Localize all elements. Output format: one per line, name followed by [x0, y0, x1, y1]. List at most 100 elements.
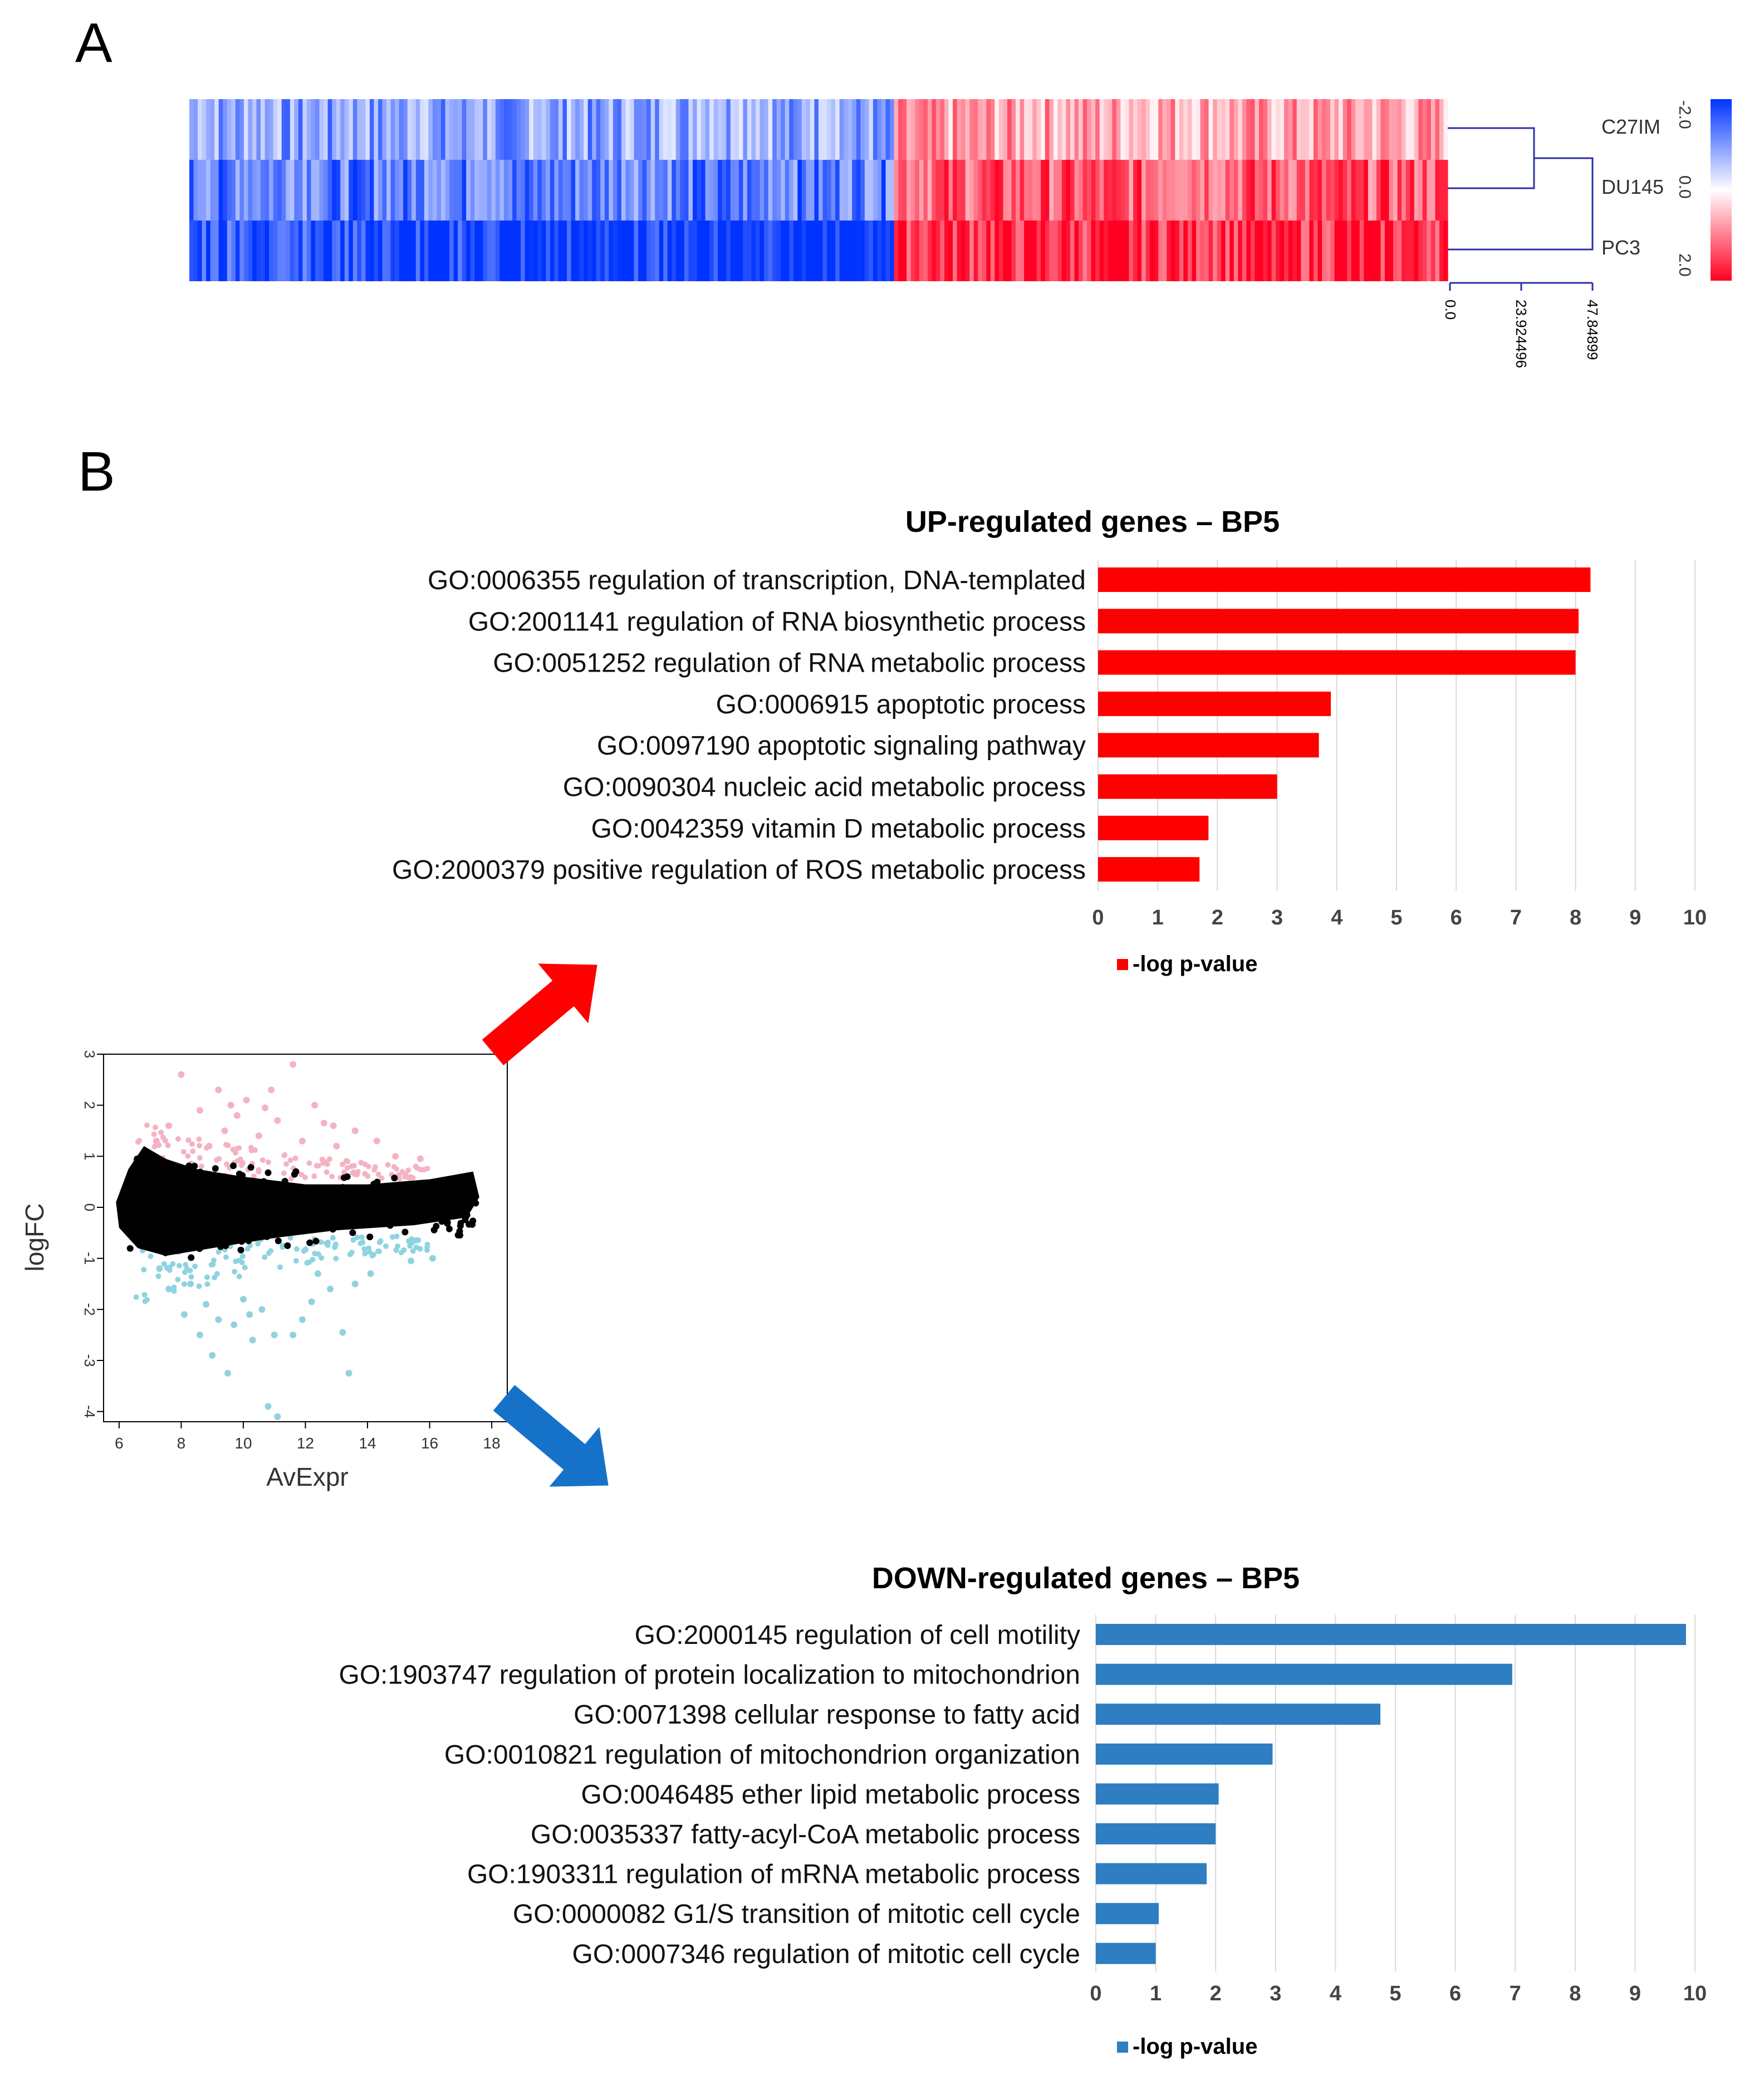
ma-point-down	[271, 1332, 278, 1339]
heatmap-cell	[734, 221, 739, 281]
ma-point-up	[281, 1152, 287, 1158]
heatmap-cell	[587, 221, 592, 281]
ma-point-ns	[145, 1217, 153, 1224]
heatmap-cell	[546, 99, 551, 160]
heatmap-cell	[1430, 160, 1435, 221]
heatmap-cell	[332, 221, 337, 281]
heatmap-cell	[1292, 221, 1297, 281]
heatmap-cell	[437, 221, 442, 281]
ma-point-up	[333, 1143, 340, 1149]
x-tick-label: 6	[1451, 906, 1462, 929]
heatmap-cell	[944, 99, 949, 160]
ma-point-down	[398, 1250, 404, 1256]
heatmap-cell	[1170, 160, 1175, 221]
heatmap-cell	[856, 99, 861, 160]
ma-point-down	[141, 1291, 148, 1298]
ma-point-ns	[172, 1209, 179, 1216]
ma-point-ns	[247, 1164, 254, 1171]
heatmap-cell	[1376, 160, 1381, 221]
heatmap-cell	[453, 160, 458, 221]
heatmap-cell	[1116, 221, 1121, 281]
heatmap-cell	[470, 221, 475, 281]
ma-point-up	[190, 1148, 196, 1154]
heatmap-cell	[223, 160, 228, 221]
ma-point-ns	[386, 1222, 394, 1229]
heatmap-cell	[814, 221, 819, 281]
heatmap-cell	[726, 99, 731, 160]
heatmap-cell	[793, 99, 798, 160]
ma-point-up	[324, 1169, 330, 1175]
heatmap-cell	[1091, 99, 1096, 160]
heatmap-cell	[1351, 99, 1356, 160]
heatmap-cell	[1011, 221, 1016, 281]
heatmap-cell	[1020, 99, 1025, 160]
heatmap-cell	[1024, 99, 1029, 160]
heatmap-cell	[525, 221, 530, 281]
ma-point-ns	[430, 1226, 438, 1233]
ma-point-down	[327, 1285, 334, 1293]
heatmap-cell	[1167, 160, 1172, 221]
heatmap-cell	[592, 160, 597, 221]
heatmap-cell	[973, 99, 978, 160]
heatmap-cell	[378, 99, 383, 160]
heatmap-cell	[382, 221, 387, 281]
ma-point-ns	[366, 1233, 374, 1241]
heatmap-cell	[1263, 221, 1268, 281]
heatmap-cell	[625, 221, 630, 281]
heatmap-cell	[1095, 221, 1100, 281]
heatmap-cell	[986, 160, 991, 221]
heatmap-cell	[562, 160, 567, 221]
heatmap-cell	[998, 99, 1004, 160]
x-tick-label: 3	[1271, 906, 1283, 929]
heatmap-cell	[340, 160, 345, 221]
y-tick-label: 2	[81, 1101, 98, 1109]
ma-point-down	[375, 1248, 381, 1254]
heatmap-cell	[495, 99, 501, 160]
heatmap-cell	[822, 99, 827, 160]
heatmap-cell	[1372, 160, 1377, 221]
category-label: GO:0097190 apoptotic signaling pathway	[597, 731, 1086, 761]
ma-point-down	[304, 1260, 310, 1266]
ma-point-up	[372, 1164, 378, 1170]
heatmap-cell	[352, 221, 357, 281]
ma-point-down	[351, 1280, 359, 1288]
heatmap-cell	[1133, 160, 1138, 221]
ma-point-ns	[230, 1162, 237, 1169]
ma-point-up	[274, 1117, 281, 1124]
heatmap-cell	[1435, 221, 1440, 281]
heatmap-cell	[378, 160, 383, 221]
heatmap-cell	[1187, 221, 1193, 281]
ma-point-down	[182, 1269, 188, 1275]
heatmap-cell	[1066, 221, 1071, 281]
heatmap-cell	[847, 160, 852, 221]
ma-point-up	[365, 1173, 371, 1179]
x-tick-label: 10	[234, 1435, 252, 1452]
heatmap-cell	[965, 99, 970, 160]
ma-point-up	[265, 1159, 271, 1166]
ma-point-ns	[126, 1245, 134, 1252]
heatmap-cell	[831, 221, 836, 281]
heatmap-cell	[1053, 160, 1058, 221]
heatmap-cell	[860, 160, 865, 221]
heatmap-cell	[1276, 160, 1281, 221]
heatmap-cell	[781, 99, 786, 160]
ma-point-ns	[237, 1183, 244, 1190]
heatmap-cell	[261, 160, 266, 221]
heatmap-cell	[499, 99, 504, 160]
heatmap-cell	[218, 221, 223, 281]
heatmap-cell	[558, 99, 564, 160]
heatmap-cell	[210, 160, 215, 221]
ma-point-ns	[185, 1162, 193, 1169]
heatmap-cell	[890, 160, 895, 221]
heatmap-cell	[1410, 221, 1415, 281]
heatmap-cell	[672, 99, 677, 160]
heatmap-cell	[650, 160, 655, 221]
ma-point-up	[413, 1163, 419, 1169]
heatmap-cell	[646, 160, 651, 221]
heatmap-cell	[1057, 99, 1062, 160]
ma-point-ns	[222, 1242, 229, 1250]
heatmap-cell	[1141, 160, 1146, 221]
heatmap-cell	[1267, 221, 1272, 281]
ma-point-down	[345, 1369, 352, 1377]
ma-point-ns	[472, 1200, 479, 1207]
